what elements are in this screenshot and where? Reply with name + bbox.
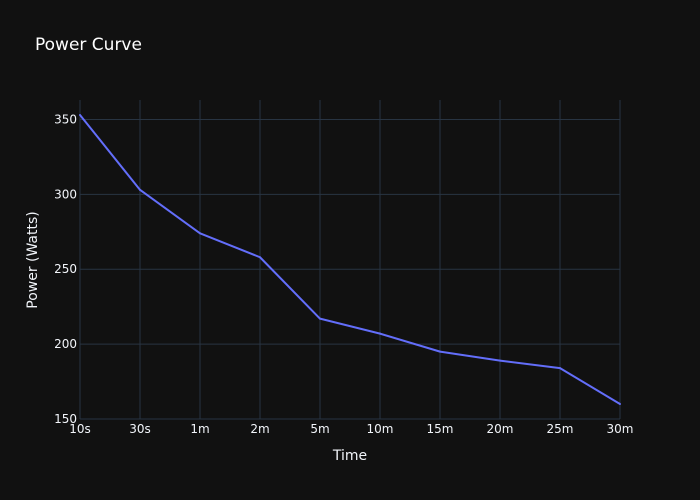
data-point [619, 403, 621, 406]
series-layer [79, 113, 621, 406]
x-tick-label: 25m [547, 422, 574, 436]
data-point [559, 367, 561, 370]
y-tick-label: 350 [54, 112, 77, 126]
tick-labels: 10s 30s 1m 2m 5m 10m 15m 20m 25m 30m 150 200 250 300 3… [54, 112, 633, 436]
chart-title: Power Curve [35, 35, 142, 55]
y-tick-label: 200 [54, 337, 77, 351]
x-axis-title: Time [332, 448, 367, 464]
x-tick-label: 10m [367, 422, 394, 436]
data-point [439, 350, 441, 353]
y-axis-title: Power (Watts) [25, 211, 41, 309]
data-point [499, 359, 501, 362]
data-point [379, 332, 381, 335]
data-point [79, 113, 81, 116]
data-point [199, 232, 201, 235]
x-tick-label: 10s [69, 422, 91, 436]
y-tick-label: 250 [54, 262, 77, 276]
x-tick-label: 20m [487, 422, 514, 436]
x-tick-label: 1m [190, 422, 209, 436]
data-point [259, 256, 261, 259]
x-tick-label: 30s [129, 422, 151, 436]
series-line [79, 114, 621, 405]
y-tick-label: 300 [54, 187, 77, 201]
grid-layer [79, 100, 621, 420]
x-tick-label: 2m [250, 422, 269, 436]
x-tick-label: 30m [607, 422, 634, 436]
y-tick-label: 150 [54, 412, 77, 426]
data-point [319, 317, 321, 320]
x-tick-label: 5m [310, 422, 329, 436]
data-point [139, 188, 141, 191]
x-tick-label: 15m [427, 422, 454, 436]
